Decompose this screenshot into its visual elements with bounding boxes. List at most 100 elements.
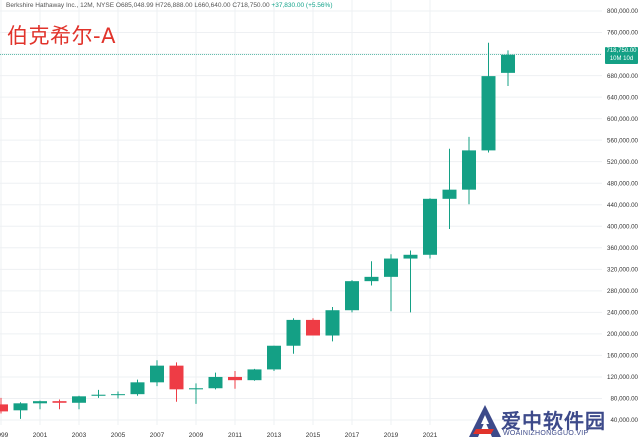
candle — [286, 318, 301, 354]
symbol-name: Berkshire Hathaway Inc. — [6, 2, 77, 9]
candle — [306, 318, 320, 336]
x-tick-label: 2013 — [267, 432, 282, 439]
close-value: 718,750.00 — [237, 2, 270, 9]
candle-body — [247, 369, 262, 381]
candle-body — [501, 54, 515, 73]
candle — [364, 261, 379, 286]
candle-body — [169, 365, 184, 390]
candle — [228, 371, 242, 389]
candle-body — [364, 276, 379, 282]
x-tick-label: 2021 — [423, 432, 438, 439]
exchange: NYSE — [96, 2, 115, 9]
candle-body — [72, 396, 86, 403]
x-tick-label: 2015 — [306, 432, 321, 439]
candle-body — [52, 401, 67, 403]
low-label: L — [194, 2, 198, 9]
y-tick-label: 200,000.00 — [607, 331, 639, 338]
candle-body — [403, 254, 418, 259]
y-tick-label: 640,000.00 — [607, 94, 639, 101]
candle-body — [33, 401, 47, 404]
y-tick-label: 760,000.00 — [607, 30, 639, 37]
last-price-value: 718,750.00 — [606, 48, 637, 54]
candle — [481, 42, 496, 153]
candle — [208, 372, 223, 390]
y-tick-label: 440,000.00 — [607, 202, 639, 209]
candle — [247, 368, 262, 381]
watermark: 爱中软件园 WOAINIZHONGGUO.VIP — [468, 403, 636, 441]
candle — [91, 389, 106, 398]
grid-lines — [0, 0, 602, 425]
chart-title: 伯克希尔-A — [7, 24, 116, 48]
candle-body — [325, 310, 340, 336]
y-tick-label: 400,000.00 — [607, 223, 639, 230]
candle-body — [13, 403, 28, 411]
x-axis: 1999 2001 2003 2005 2007 2009 2011 2013 2015 2017… — [0, 432, 438, 439]
y-tick-label: 800,000.00 — [607, 8, 639, 15]
candle-body — [462, 150, 476, 190]
y-tick-label: 520,000.00 — [607, 159, 639, 166]
candle — [111, 391, 125, 399]
candle — [403, 250, 418, 313]
y-tick-label: 160,000.00 — [607, 353, 639, 360]
candle — [130, 379, 145, 396]
candle — [462, 136, 476, 205]
x-tick-label: 2005 — [111, 432, 126, 439]
candle-body — [228, 376, 242, 381]
candle — [169, 362, 184, 402]
y-tick-label: 120,000.00 — [607, 374, 639, 381]
candle — [325, 306, 340, 342]
candle — [345, 280, 359, 313]
candle-body — [91, 394, 106, 396]
x-tick-label: 2009 — [189, 432, 204, 439]
candle — [442, 148, 457, 229]
candle-body — [111, 394, 125, 396]
high-label: H — [155, 2, 160, 9]
y-tick-label: 240,000.00 — [607, 310, 639, 317]
x-tick-label: 1999 — [0, 432, 9, 439]
last-price-tag: 718,750.00 10M 10d — [605, 47, 638, 64]
candle-body — [423, 198, 437, 255]
bar-countdown: 10M 10d — [609, 56, 634, 62]
watermark-logo-icon — [469, 405, 501, 437]
candle-body — [286, 319, 301, 346]
watermark-url: WOAINIZHONGGUO.VIP — [503, 430, 589, 437]
candle — [267, 345, 281, 372]
x-tick-label: 2019 — [384, 432, 399, 439]
candle — [72, 395, 86, 410]
candle — [52, 399, 67, 410]
y-tick-label: 560,000.00 — [607, 137, 639, 144]
x-tick-label: 2011 — [228, 432, 242, 439]
y-tick-label: 320,000.00 — [607, 267, 639, 274]
y-tick-label: 360,000.00 — [607, 245, 639, 252]
y-tick-label: 680,000.00 — [607, 73, 639, 80]
high-value: 726,888.00 — [160, 2, 193, 9]
x-tick-label: 2017 — [345, 432, 360, 439]
candle — [423, 198, 437, 259]
candle — [501, 50, 515, 86]
x-tick-label: 2003 — [72, 432, 87, 439]
candle-body — [481, 76, 496, 151]
interval: 12M — [80, 2, 93, 9]
change-value: +37,830.00 (+5.56%) — [271, 2, 333, 9]
y-tick-label: 80,000.00 — [610, 396, 638, 403]
candle-body — [267, 345, 281, 370]
y-tick-label: 40,000.00 — [610, 417, 638, 424]
candles — [0, 42, 515, 419]
candle-body — [150, 365, 164, 383]
candle-body — [384, 258, 398, 277]
candle-body — [0, 404, 8, 412]
y-tick-label: 600,000.00 — [607, 116, 639, 123]
close-label: C — [232, 2, 238, 9]
candle — [33, 400, 47, 410]
symbol-header: Berkshire Hathaway Inc., 12M, NYSE O685,… — [6, 2, 333, 9]
candle — [13, 402, 28, 419]
candle-body — [345, 281, 359, 311]
candle-body — [130, 382, 145, 395]
candle-body — [442, 189, 457, 199]
candle — [384, 254, 398, 312]
low-value: 660,640.00 — [197, 2, 231, 9]
candle-body — [306, 319, 320, 336]
y-tick-label: 480,000.00 — [607, 180, 639, 187]
candle-body — [189, 388, 203, 390]
